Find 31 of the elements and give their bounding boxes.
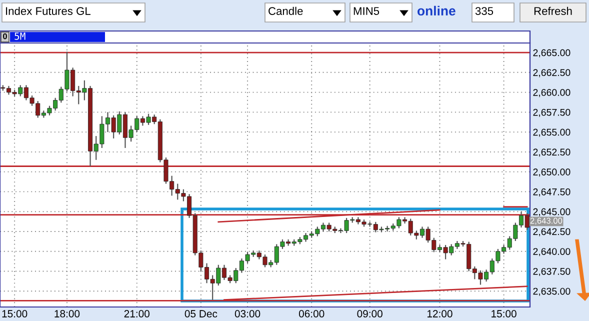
y-tick-label: 2,647.50 xyxy=(533,188,570,196)
y-tick-label: 2,635.00 xyxy=(533,288,570,296)
x-tick-label: 21:00 xyxy=(124,310,150,318)
x-tick-label: 03:00 xyxy=(234,310,260,318)
y-tick-label: 2,637.50 xyxy=(533,268,570,276)
x-tick-label: 18:00 xyxy=(54,310,80,318)
x-tick-label: 09:00 xyxy=(357,310,382,318)
x-tick-label: 12:00 xyxy=(427,310,452,318)
text: MIN5 xyxy=(354,7,380,15)
y-tick-label: 2,662.50 xyxy=(533,69,570,78)
chart-title: 5M xyxy=(14,32,26,40)
y-tick-label: 2,660.00 xyxy=(533,89,570,98)
text: 335 xyxy=(475,7,494,15)
x-tick-label: 15:00 xyxy=(492,310,516,318)
text: Candle xyxy=(268,6,303,15)
text: 0 xyxy=(3,33,7,40)
y-tick-label: 2,652.50 xyxy=(533,148,570,157)
y-tick-label: 2,655.00 xyxy=(533,128,570,137)
x-tick-label: 15:00 xyxy=(2,310,28,318)
y-tick-label: 2,665.00 xyxy=(533,49,570,58)
text: 2,643.00 xyxy=(530,218,562,225)
x-tick-label: 05 Dec xyxy=(184,310,218,318)
text: online xyxy=(418,6,456,16)
y-tick-label: 2,642.50 xyxy=(533,228,570,236)
x-tick-label: 06:00 xyxy=(298,310,324,318)
y-tick-label: 2,657.50 xyxy=(533,108,570,117)
y-tick-label: 2,650.00 xyxy=(533,168,570,177)
text: Index Futures GL xyxy=(6,6,90,15)
y-tick-label: 2,645.00 xyxy=(533,208,570,216)
text: Refresh xyxy=(534,6,572,15)
y-tick-label: 2,640.00 xyxy=(533,248,570,256)
